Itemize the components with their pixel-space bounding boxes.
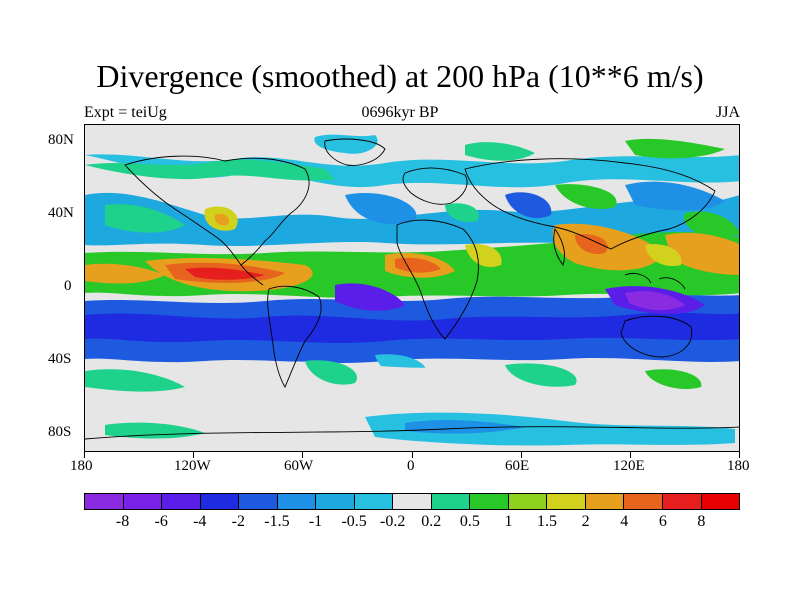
tick-0	[412, 452, 413, 458]
colorbar-label: -2	[231, 513, 246, 530]
coastlines	[85, 138, 739, 440]
colorbar-label: 0.5	[459, 513, 480, 530]
colorbar-cell	[85, 494, 124, 509]
map-canvas	[85, 125, 739, 451]
colorbar-label: -8	[115, 513, 130, 530]
colorbar-cell	[701, 494, 740, 509]
tick-60w	[302, 452, 303, 458]
colorbar-cell	[239, 494, 278, 509]
tick-180e	[739, 452, 740, 458]
tick-60e	[521, 452, 522, 458]
lon-label-0: 0	[407, 458, 415, 474]
tick-120e	[630, 452, 631, 458]
map-title: Divergence (smoothed) at 200 hPa (10**6 …	[96, 58, 704, 94]
colorbar-cell	[316, 494, 355, 509]
tick-180w	[84, 452, 85, 458]
colorbar-label: -4	[193, 513, 207, 530]
colorbar-cell	[431, 494, 471, 509]
lat-label-80n: 80N	[48, 132, 74, 148]
colorbar-label: 2	[581, 513, 590, 530]
colorbar-label: 8	[697, 513, 706, 530]
experiment-label: Expt = teiUg	[84, 104, 167, 121]
colorbar-label: 1.5	[537, 513, 558, 530]
lon-label-60w: 60W	[284, 458, 314, 474]
colorbar-label: 1	[504, 513, 513, 530]
colorbar-cell	[508, 494, 548, 509]
lon-label-120e: 120E	[613, 458, 645, 474]
colorbar-cell	[547, 494, 586, 509]
divergence-map	[84, 124, 740, 452]
colorbar-label: 6	[658, 513, 667, 530]
colorbar-label: -1	[308, 513, 323, 530]
colorbar	[84, 493, 740, 510]
colorbar-label: -0.2	[380, 513, 406, 530]
colorbar-label: -0.5	[341, 513, 367, 530]
tick-120w	[193, 452, 194, 458]
colorbar-cell	[393, 494, 432, 509]
colorbar-cell	[354, 494, 394, 509]
lat-label-80s: 80S	[48, 424, 72, 440]
colorbar-cell	[662, 494, 702, 509]
lon-label-180w: 180	[70, 458, 93, 474]
colorbar-cell	[277, 494, 317, 509]
colorbar-label: 4	[620, 513, 629, 530]
lon-label-180e: 180	[727, 458, 750, 474]
period-label: 0696kyr BP	[361, 104, 439, 121]
colorbar-label: -6	[154, 513, 168, 530]
colorbar-cell	[162, 494, 201, 509]
lat-label-40n: 40N	[48, 205, 74, 221]
colorbar-label: 0.2	[421, 513, 442, 530]
colorbar-cell	[624, 494, 663, 509]
lon-label-120w: 120W	[174, 458, 211, 474]
lon-label-60e: 60E	[505, 458, 530, 474]
lat-label-0: 0	[64, 278, 72, 294]
colorbar-cell	[200, 494, 240, 509]
colorbar-cell	[123, 494, 163, 509]
colorbar-cell	[585, 494, 625, 509]
season-label: JJA	[715, 104, 740, 121]
colorbar-label: -1.5	[264, 513, 290, 530]
lat-label-40s: 40S	[48, 351, 72, 367]
colorbar-cell	[470, 494, 509, 509]
